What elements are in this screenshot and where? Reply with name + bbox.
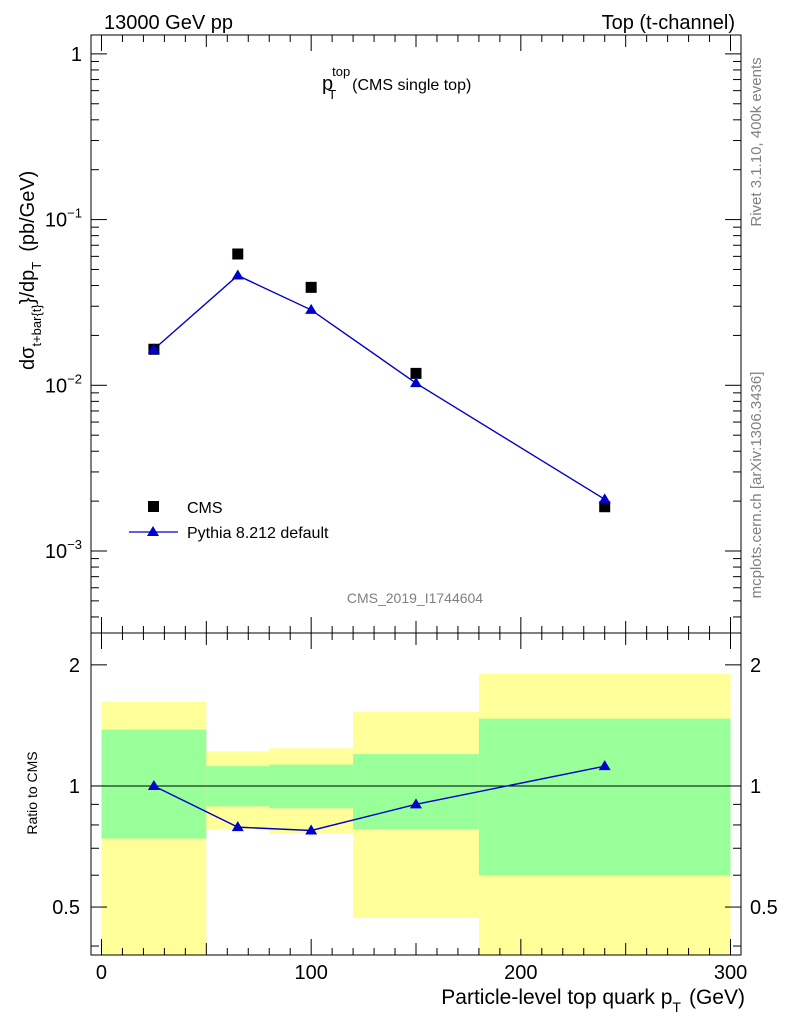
legend: CMS Pythia 8.212 default (129, 500, 329, 542)
cms-point (305, 281, 317, 293)
pythia-point (231, 269, 244, 280)
main-y-tick-label: 10−1 (45, 206, 82, 232)
cms-point (599, 501, 611, 513)
analysis-id: CMS_2019_I1744604 (347, 590, 483, 606)
ratio-series (147, 760, 611, 835)
main-y-tick-label: 10−2 (45, 371, 82, 397)
main-frame (90, 34, 742, 634)
ratio-point (231, 821, 244, 832)
ratio-y-tick-label-left: 1 (69, 776, 80, 798)
pythia-point (147, 343, 160, 354)
ratio-point (305, 824, 318, 835)
legend-cms-marker (148, 501, 159, 512)
ratio-ticks (91, 633, 741, 955)
ratio-y-axis-label: Ratio to CMS (24, 751, 40, 834)
ratio-y-tick-label-right: 0.5 (750, 897, 778, 919)
pythia-point (598, 493, 611, 504)
main-y-tick-labels: 1 10−1 10−2 10−3 (45, 44, 82, 563)
ratio-y-tick-label-right: 1 (750, 776, 761, 798)
mcplots-label: mcplots.cern.ch [arXiv:1306.3436] (748, 372, 765, 599)
x-tick-label: 0 (96, 962, 107, 984)
legend-cms-label: CMS (187, 500, 223, 517)
cms-point (410, 367, 422, 379)
inner-band (478, 718, 731, 876)
chart-title: ptop T(CMS single top) (322, 64, 471, 102)
inner-band (353, 754, 479, 830)
ratio-y-tick-label-right: 2 (750, 655, 761, 677)
main-panel: 1 10−1 10−2 10−3 dσt+bar{t}}/dpT(pb/GeV) pt… (17, 34, 742, 634)
ratio-bands (101, 673, 731, 955)
x-tick-label: 300 (714, 962, 747, 984)
x-tick-label: 200 (504, 962, 537, 984)
x-tick-label: 100 (294, 962, 327, 984)
header-left: 13000 GeV pp (104, 12, 233, 34)
header-right: Top (t-channel) (602, 12, 735, 34)
ratio-point (598, 760, 611, 771)
rivet-label: Rivet 3.1.10, 400k events (748, 57, 765, 226)
x-axis-label: Particle-level top quark pT (GeV) (441, 986, 745, 1015)
ratio-point (147, 779, 160, 790)
legend-pythia-marker (147, 526, 159, 536)
pythia-point (305, 303, 318, 314)
main-y-axis-label: dσt+bar{t}}/dpT(pb/GeV) (17, 171, 44, 370)
ratio-panel: 0.5 0.5 1 1 2 2 0 100 200 300 Ratio to CMS Parti… (24, 632, 778, 1015)
main-ticks (91, 35, 741, 633)
legend-pythia-label: Pythia 8.212 default (187, 525, 329, 542)
main-series (147, 248, 611, 513)
ratio-y-tick-label-left: 2 (69, 655, 80, 677)
cms-point (232, 248, 244, 260)
x-tick-labels: 0 100 200 300 (96, 962, 747, 984)
main-y-tick-label: 10−3 (45, 537, 82, 563)
main-y-tick-label: 1 (71, 44, 82, 66)
pythia-line (153, 274, 606, 500)
ratio-point (410, 798, 422, 809)
pythia-point (410, 377, 422, 388)
ratio-y-tick-label-left: 0.5 (52, 897, 80, 919)
ratio-y-tick-labels: 0.5 0.5 1 1 2 2 (52, 655, 778, 919)
